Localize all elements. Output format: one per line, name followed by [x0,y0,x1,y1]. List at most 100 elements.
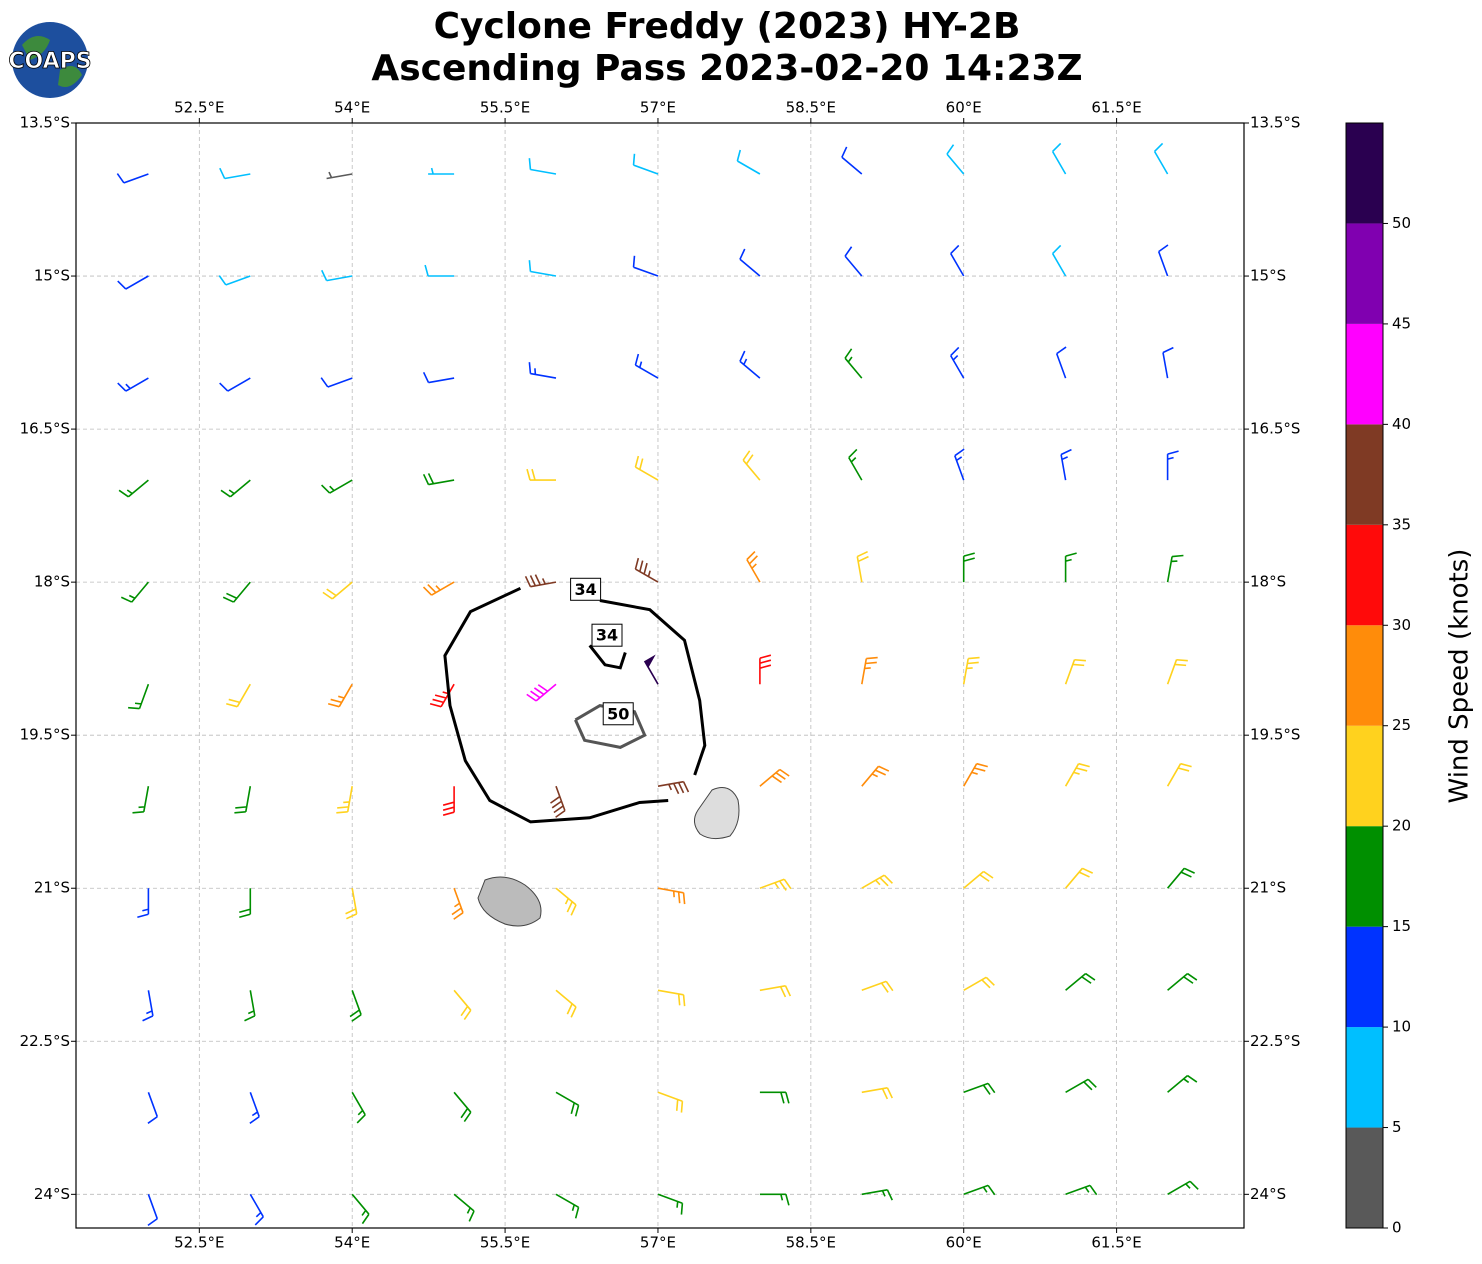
wind-barb [759,1091,790,1104]
x-tick-label: 58.5°E [786,99,836,117]
wind-barb [632,153,659,175]
wind-barb [657,780,690,795]
wind-barb [142,990,154,1022]
colorbar-segment [1346,524,1383,626]
wind-barb [657,1193,684,1215]
wind-barb [424,264,455,277]
wind-barb [351,1193,370,1225]
wind-barb [453,1193,475,1222]
wind-barb [526,468,556,481]
wind-barb [222,581,251,603]
wind-barb [1064,867,1094,889]
wind-barb [137,888,150,919]
wind-barb [844,246,863,277]
wind-barb [657,989,686,1007]
wind-barb [555,887,577,916]
x-tick-label: 60°E [946,1234,982,1252]
wind-barb [244,990,256,1022]
wind-barb [1166,554,1184,583]
y-tick-label: 19.5°S [20,726,70,744]
wind-barb [759,654,772,685]
colorbar-tick-label: 25 [1392,716,1411,734]
wind-barb [739,248,761,277]
mauritius [694,787,740,840]
wind-barb [841,146,863,175]
islands [477,787,740,927]
wind-barb [322,581,353,600]
wind-barb [132,786,150,814]
colorbar-segment [1346,926,1383,1028]
y-tick-label: 13.5°S [20,114,70,132]
wind-barb [453,989,472,1021]
wind-barb [226,683,251,708]
wind-barb [550,785,566,818]
wind-barb [963,976,995,991]
wind-barb [422,473,455,486]
wind-barb [856,550,869,583]
wind-barb [249,1092,260,1124]
wind-barb [950,244,965,277]
wind-barb [963,870,994,889]
wind-barb [118,479,149,498]
wind-barb [861,765,890,787]
y-tick-label: 15°S [34,267,70,285]
wind-barb [451,887,464,920]
wind-barb [759,878,792,891]
x-tick-label: 55.5°E [480,99,530,117]
wind-barb [1051,244,1067,277]
y-tick-label: 21°S [1250,879,1286,897]
wind-barb [555,989,577,1018]
wind-barb [963,762,988,787]
wind-barb [1064,762,1090,787]
wind-barb [320,377,353,388]
colorbar-tick-label: 10 [1392,1018,1411,1036]
wind-barb [336,786,353,814]
logo-land [22,36,82,88]
colorbar-segment [1346,323,1383,425]
wind-barb [219,377,251,392]
wind-barb [1064,658,1086,685]
wind-barb [759,1193,790,1206]
wind-barb [861,874,893,889]
colorbar-tick-label: 40 [1392,415,1411,433]
wind-barb [117,377,149,392]
wind-barb [1166,450,1179,481]
y-tick-label: 13.5°S [1250,114,1300,132]
wind-barb [528,260,557,277]
wind-barb [963,1184,996,1196]
wind-barb [848,448,863,481]
colorbar-tick-label: 35 [1392,515,1411,533]
wind-barb [327,683,353,708]
wind-barb [861,980,894,993]
wind-barb [946,144,965,175]
colorbar-tick-label: 30 [1392,616,1411,634]
wind-barb [657,887,686,905]
wind-barb [528,362,557,379]
y-tick-label: 16.5°S [1250,420,1300,438]
wind-barb [1064,552,1077,583]
wind-barb [120,581,150,603]
contour-line [443,586,669,824]
wind-barb [657,1091,684,1113]
wind-barb [219,167,251,180]
wind-barb [1167,1180,1199,1195]
wind-barb [147,1194,159,1226]
contour-line [599,599,707,776]
wind-barb [1060,448,1072,481]
colorbar-segment [1346,123,1383,224]
map-frame [75,122,1245,1229]
wind-barb [759,768,790,787]
x-tick-label: 54°E [334,1234,370,1252]
wind-barb [147,1092,159,1124]
wind-barb [239,888,252,919]
colorbar-tick-label: 45 [1392,314,1411,332]
wind-barb [442,786,455,816]
wind-barb [861,1189,893,1201]
colorbar-tick-label: 15 [1392,917,1411,935]
wind-barb [422,581,455,596]
wind-barb [1162,346,1174,379]
y-tick-label: 19.5°S [1250,726,1300,744]
wind-barb [526,683,557,702]
wind-barb [1167,972,1198,991]
